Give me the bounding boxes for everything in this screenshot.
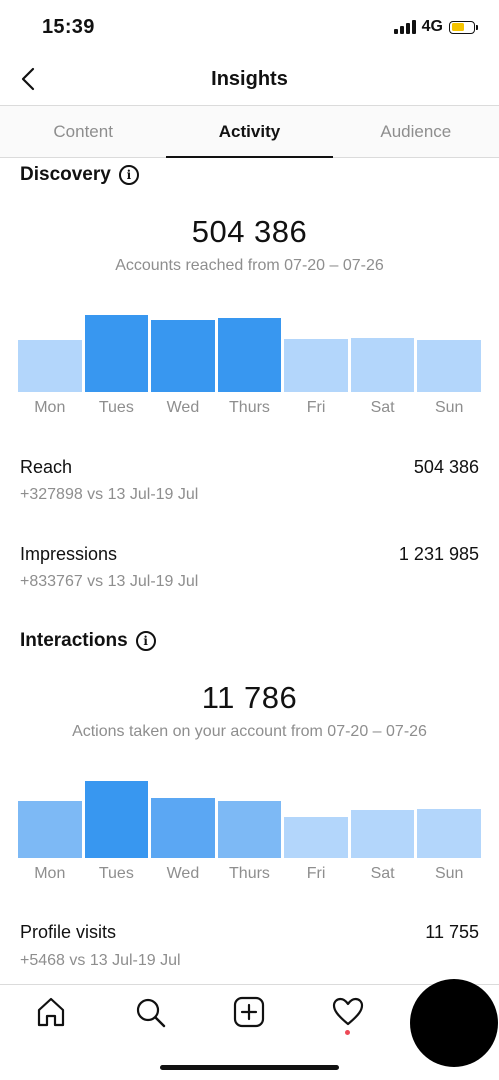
tab-activity[interactable]: Activity (218, 122, 281, 141)
discovery-subtitle: Accounts reached from 07-20 – 07-26 (115, 257, 384, 274)
tab-audience[interactable]: Audience (380, 122, 452, 141)
discovery-total: 504 386 (191, 214, 308, 249)
profile-visits-comparison: +5468 vs 13 Jul-19 Jul (20, 952, 181, 969)
interactions-bar-sat[interactable] (350, 810, 415, 858)
network-label: 4G (421, 18, 443, 35)
discovery-chart-labels: Mon Tues Wed Thurs Fri Sat Sun (18, 399, 481, 419)
discovery-title: Discovery (20, 164, 111, 185)
interactions-label-thurs: Thurs (229, 865, 270, 882)
interactions-label-wed: Wed (166, 865, 200, 882)
back-arrow-icon[interactable] (16, 64, 46, 94)
interactions-bar-sun[interactable] (417, 809, 481, 858)
interactions-bar-thurs[interactable] (217, 801, 282, 858)
new-post-icon[interactable] (232, 995, 266, 1029)
discovery-label-mon: Mon (34, 399, 66, 416)
signal-icon (393, 20, 416, 34)
interactions-label-sun: Sun (434, 865, 464, 882)
interactions-label-mon: Mon (34, 865, 66, 882)
discovery-label-fri: Fri (306, 399, 326, 416)
reach-comparison: +327898 vs 13 Jul-19 Jul (20, 486, 199, 503)
discovery-bar-tues[interactable] (84, 315, 149, 392)
discovery-label-tues: Tues (98, 399, 134, 416)
impressions-value: 1 231 985 (398, 544, 479, 564)
discovery-bar-sun[interactable] (417, 340, 481, 392)
discovery-bar-thurs[interactable] (217, 318, 282, 392)
status-bar: 15:39 4G (0, 0, 499, 56)
discovery-label-sat: Sat (370, 399, 395, 416)
profile-avatar[interactable] (410, 979, 498, 1067)
interactions-bar-wed[interactable] (151, 798, 215, 858)
interactions-subtitle: Actions taken on your account from 07-20… (72, 723, 427, 740)
tab-content[interactable]: Content (53, 122, 113, 141)
interactions-title: Interactions (20, 630, 128, 651)
activity-heart-icon[interactable] (331, 995, 365, 1029)
profile-visits-value: 11 755 (425, 922, 479, 942)
notification-dot (345, 1030, 350, 1035)
discovery-bar-fri[interactable] (284, 339, 348, 392)
discovery-bar-mon[interactable] (18, 340, 82, 392)
reach-value: 504 386 (413, 457, 479, 477)
tab-bar: Content Activity Audience (0, 106, 499, 158)
discovery-section-title: Discovery i (20, 164, 139, 186)
page-title: Insights (211, 68, 288, 90)
status-time: 15:39 (42, 16, 95, 38)
discovery-bar-chart (18, 300, 481, 392)
interactions-bar-mon[interactable] (18, 801, 82, 858)
discovery-label-wed: Wed (166, 399, 200, 416)
discovery-label-thurs: Thurs (229, 399, 270, 416)
status-indicators: 4G (393, 18, 478, 36)
discovery-bar-sat[interactable] (350, 338, 415, 392)
battery-icon (449, 20, 478, 34)
interactions-total: 11 786 (201, 680, 298, 715)
discovery-bar-wed[interactable] (151, 320, 215, 392)
interactions-bar-chart (18, 766, 481, 858)
interactions-bar-fri[interactable] (284, 817, 348, 858)
reach-label: Reach (20, 457, 73, 477)
header: Insights (0, 56, 499, 106)
discovery-label-sun: Sun (434, 399, 464, 416)
home-icon[interactable] (34, 995, 68, 1029)
active-tab-indicator (166, 156, 333, 158)
interactions-chart-labels: Mon Tues Wed Thurs Fri Sat Sun (18, 865, 481, 885)
interactions-label-sat: Sat (370, 865, 395, 882)
search-icon[interactable] (133, 995, 167, 1029)
impressions-comparison: +833767 vs 13 Jul-19 Jul (20, 573, 199, 590)
interactions-label-fri: Fri (306, 865, 326, 882)
impressions-label: Impressions (20, 544, 118, 564)
interactions-section-title: Interactions i (20, 630, 156, 652)
info-icon[interactable]: i (135, 631, 156, 651)
interactions-bar-tues[interactable] (84, 781, 149, 858)
interactions-label-tues: Tues (98, 865, 134, 882)
profile-visits-label: Profile visits (20, 922, 117, 942)
home-indicator (160, 1065, 339, 1070)
info-icon[interactable]: i (118, 165, 139, 185)
